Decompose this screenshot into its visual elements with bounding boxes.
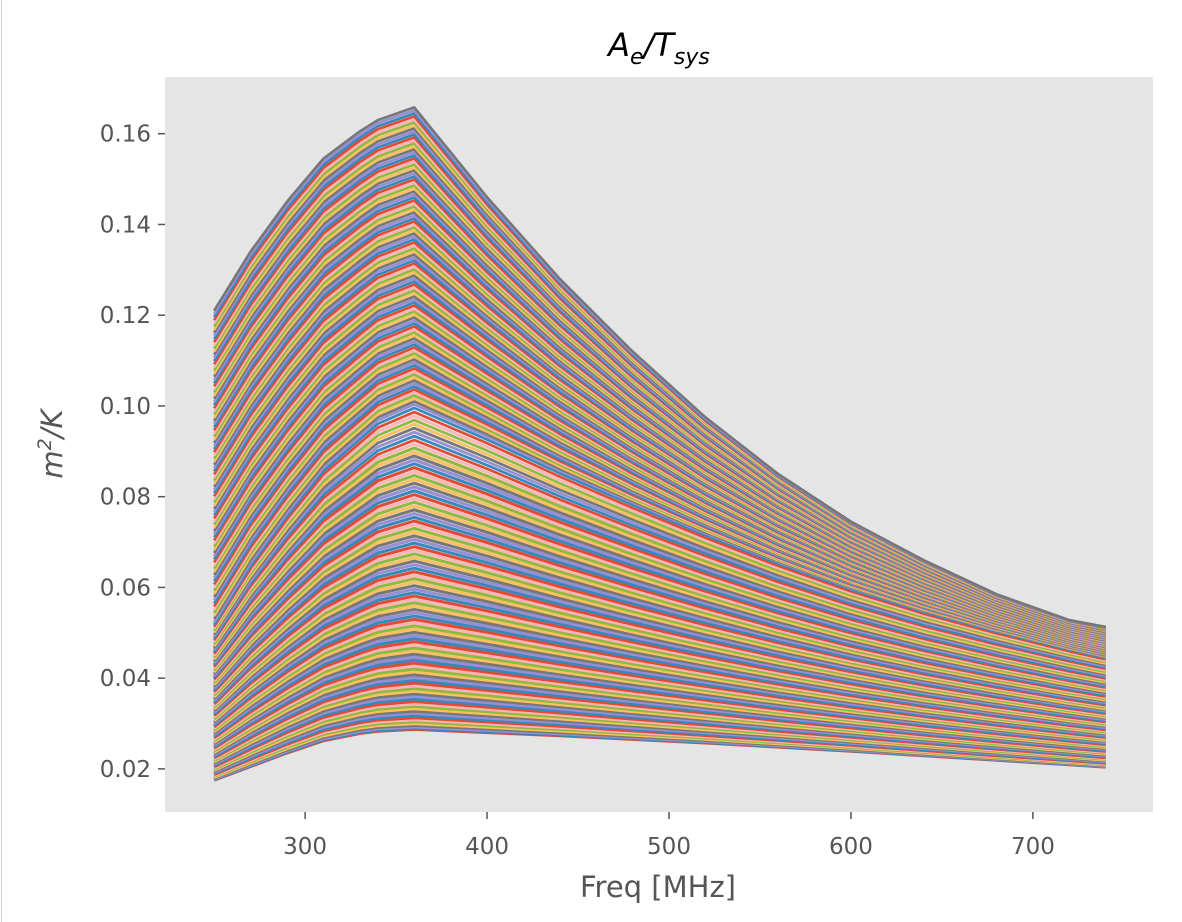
y-tick-label: 0.12 — [100, 303, 151, 329]
y-label-sup: 2 — [34, 438, 56, 450]
series-line — [212, 508, 1106, 695]
y-axis: 0.02 0.04 0.06 0.08 0.10 0.12 0.14 0.16 — [100, 122, 165, 783]
series-line — [213, 430, 1106, 668]
series-line — [212, 500, 1106, 692]
series-line — [213, 442, 1106, 672]
y-axis-label: m2/K — [34, 407, 69, 478]
series-line — [213, 414, 1106, 662]
series-line — [212, 493, 1106, 689]
series-line — [212, 496, 1106, 691]
series-line — [213, 534, 1106, 703]
series-line — [213, 537, 1106, 705]
y-tick-label: 0.06 — [100, 575, 151, 601]
y-tick-label: 0.14 — [100, 212, 151, 238]
series-line — [213, 106, 1106, 629]
x-tick-label: 500 — [647, 834, 691, 860]
series-line — [212, 446, 1106, 674]
series-line — [213, 548, 1106, 708]
series-line — [213, 410, 1106, 661]
series-line — [212, 473, 1106, 683]
series-line — [212, 477, 1106, 684]
series-line — [212, 458, 1106, 678]
series-line — [213, 552, 1106, 710]
series-line — [212, 454, 1106, 676]
series-line — [212, 512, 1106, 696]
series-line — [213, 418, 1106, 664]
series-line — [213, 530, 1106, 702]
series-line — [213, 434, 1106, 669]
series-line — [212, 515, 1106, 697]
series-line — [212, 504, 1106, 693]
series-group — [212, 106, 1106, 782]
series-line — [212, 489, 1106, 688]
y-tick-label: 0.16 — [100, 122, 151, 148]
title-main: A — [606, 26, 630, 64]
series-line — [213, 563, 1106, 713]
y-tick-label: 0.10 — [100, 394, 151, 420]
series-line — [212, 450, 1106, 675]
series-line — [213, 566, 1106, 714]
x-tick-label: 700 — [1011, 834, 1055, 860]
x-tick-label: 400 — [465, 834, 509, 860]
y-label-main: m — [35, 450, 69, 478]
series-line — [212, 519, 1106, 698]
x-tick-label: 600 — [829, 834, 873, 860]
series-line — [213, 426, 1106, 667]
chart-title: Ae/Tsys — [606, 26, 710, 70]
x-axis: 300 400 500 600 700 — [283, 812, 1055, 860]
y-tick-label: 0.08 — [100, 485, 151, 511]
series-line — [212, 526, 1106, 701]
series-line — [213, 422, 1106, 665]
series-line — [213, 545, 1106, 707]
y-tick-label: 0.04 — [100, 666, 151, 692]
series-line — [213, 559, 1106, 712]
series-line — [213, 570, 1106, 716]
series-line — [212, 466, 1106, 680]
series-line — [213, 541, 1106, 706]
title-sub-1: e — [630, 45, 644, 70]
title-sub-2: sys — [674, 45, 710, 70]
series-line — [212, 462, 1106, 679]
series-line — [213, 438, 1106, 671]
y-tick-label: 0.02 — [100, 757, 151, 783]
series-line — [212, 470, 1106, 682]
y-label-rest: /K — [35, 407, 69, 441]
x-tick-label: 300 — [283, 834, 327, 860]
series-line — [212, 481, 1106, 685]
series-line — [213, 556, 1106, 711]
title-mid: /T — [641, 26, 677, 64]
x-axis-label: Freq [MHz] — [580, 870, 736, 904]
series-line — [212, 485, 1106, 687]
series-line — [212, 523, 1106, 700]
